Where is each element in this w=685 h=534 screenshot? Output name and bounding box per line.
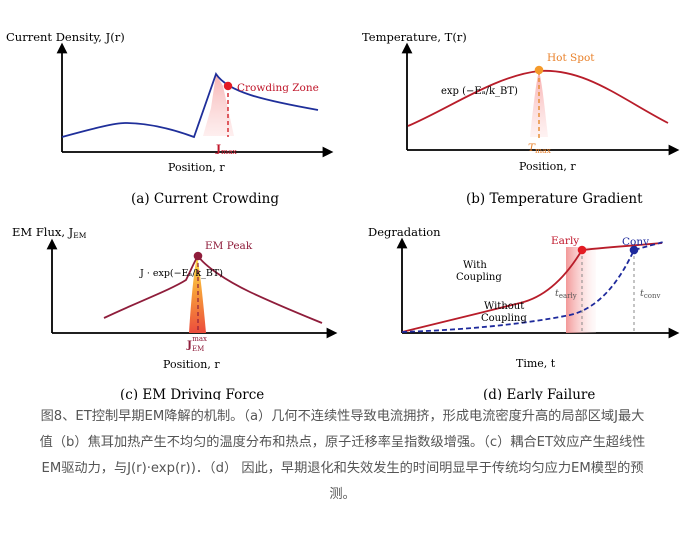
panel-c-jmax-label: JEMmax	[186, 335, 207, 353]
panel-a-ylabel: Current Density, J(r)	[6, 30, 125, 44]
panel-d-xlabel: Time, t	[516, 357, 556, 370]
panel-d-annotation-conv: Conv	[622, 236, 649, 248]
panel-a-current-curve	[61, 71, 319, 139]
panel-b-caption: (b) Temperature Gradient	[466, 191, 643, 207]
panel-b-formula: exp (−Eₐ/k_BT)	[441, 86, 518, 97]
panel-c-xlabel: Position, r	[163, 358, 220, 371]
panel-d-label-with-1: With	[463, 260, 487, 271]
panel-b-hotspot-highlight	[530, 71, 548, 137]
panel-b-xlabel: Position, r	[519, 160, 576, 173]
panel-b-annotation: Hot Spot	[547, 52, 595, 64]
panel-d-label-without-1: Without	[484, 301, 524, 312]
panel-d-label-with-2: Coupling	[456, 272, 502, 283]
panel-b-hotspot-marker	[534, 65, 544, 75]
panel-c-peak-marker	[193, 251, 203, 261]
panel-d-ylabel: Degradation	[368, 225, 441, 239]
panel-c-annotation: EM Peak	[205, 240, 253, 252]
panel-a-xlabel: Position, r	[168, 161, 225, 174]
panel-b-tmax-label: Tmax	[528, 142, 552, 155]
panel-d-early-marker	[577, 245, 587, 255]
panel-b-ylabel: Temperature, T(r)	[362, 30, 467, 44]
panel-c-caption: (c) EM Driving Force	[120, 387, 264, 400]
panel-c-flux-curve	[103, 254, 323, 324]
panel-d-early-highlight	[566, 247, 596, 333]
panel-c-ylabel: EM Flux, JEM	[12, 225, 87, 240]
panel-d-without-coupling-curve	[401, 241, 665, 333]
panel-a: Current Density, J(r) Crowding Zone Jmax…	[6, 30, 334, 207]
panel-d: Degradation Early Conv With Coupling Wit…	[368, 225, 680, 400]
panel-d-annotation-early: Early	[551, 235, 579, 247]
figure-caption: 图8、ET控制早期EM降解的机制。（a）几何不连续性导致电流拥挤，形成电流密度升…	[4, 404, 681, 508]
panel-a-jmax-label: Jmax	[215, 143, 238, 156]
panel-a-caption: (a) Current Crowding	[131, 191, 279, 207]
figure-caption-line-4: 测。	[329, 487, 356, 502]
panel-d-label-without-2: Coupling	[481, 313, 527, 324]
panel-c: EM Flux, JEM EM Peak J · exp(−Eₐ/k_BT) J…	[12, 225, 338, 400]
figure-caption-line-1: 图8、ET控制早期EM降解的机制。（a）几何不连续性导致电流拥挤，形成电流密度升…	[40, 409, 645, 424]
panel-a-crowding-highlight	[203, 74, 234, 136]
panel-a-annotation: Crowding Zone	[237, 82, 319, 94]
figure-caption-line-3: EM驱动力，与J(r)·exp(r))．（d） 因此，早期退化和失效发生的时间明…	[41, 461, 644, 476]
panel-b: Temperature, T(r) Hot Spot exp (−Eₐ/k_BT…	[362, 30, 680, 207]
panel-a-crowding-marker	[223, 81, 233, 91]
panel-c-formula: J · exp(−Eₐ/k_BT)	[139, 268, 223, 279]
panel-d-caption: (d) Early Failure	[483, 387, 595, 400]
panel-d-with-coupling-curve	[401, 242, 663, 333]
figure-canvas: Current Density, J(r) Crowding Zone Jmax…	[6, 30, 680, 400]
panel-d-t-early: tearly	[555, 288, 577, 300]
figure-caption-line-2: 值（b）焦耳加热产生不均匀的温度分布和热点，原子迁移率呈指数级增强。（c）耦合E…	[39, 435, 646, 450]
panel-d-conv-marker	[629, 245, 639, 255]
panel-d-t-conv: tconv	[640, 288, 660, 300]
